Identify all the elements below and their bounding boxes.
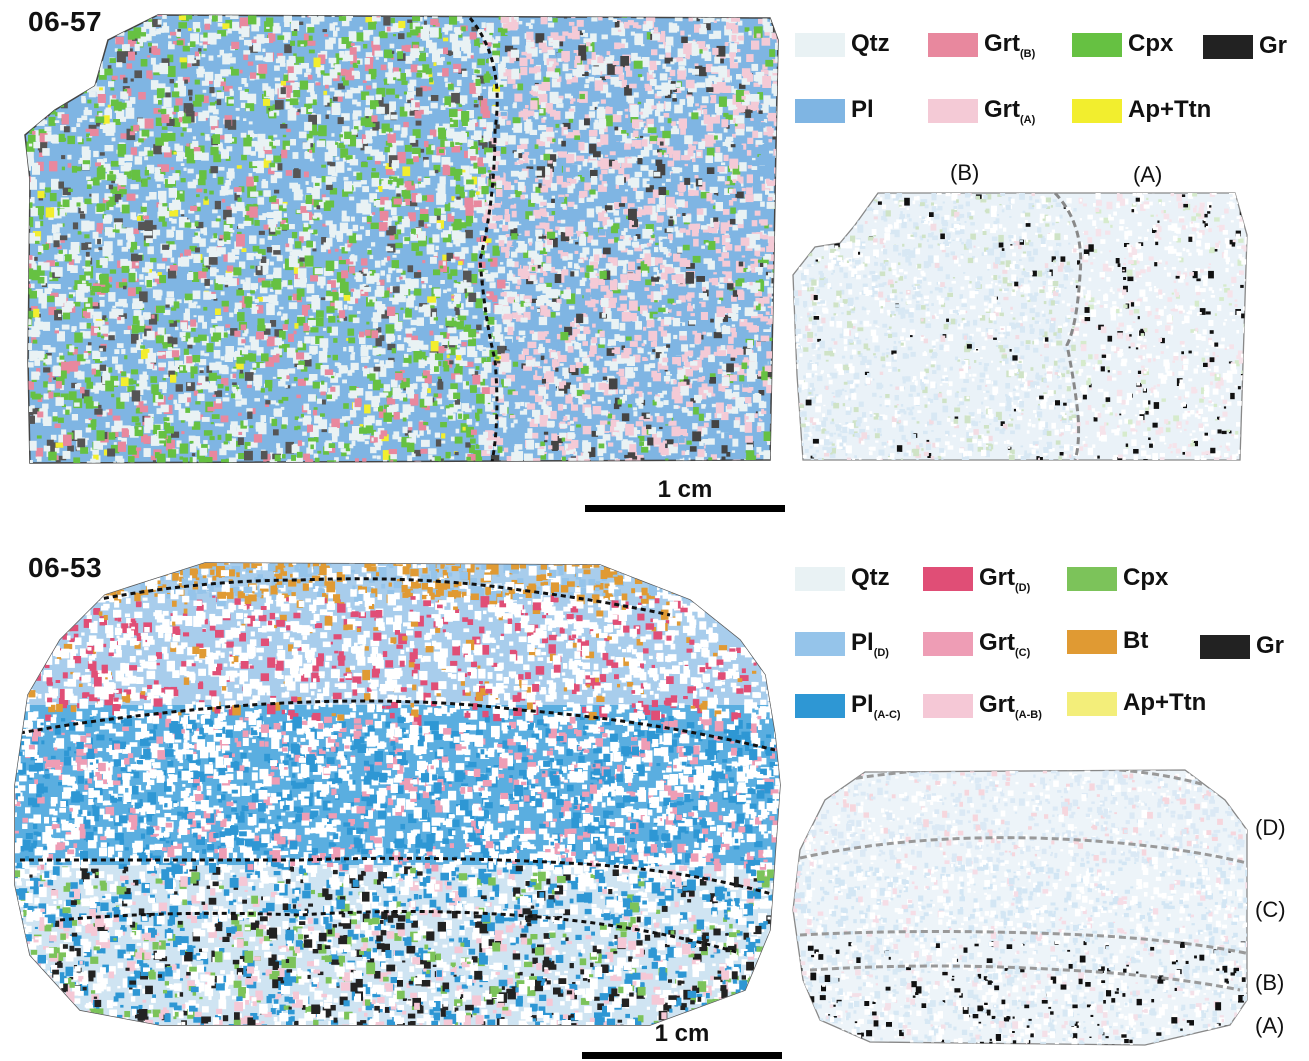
legend-label-bt: Bt: [1123, 627, 1148, 657]
legend-item-grt-d: Grt(D): [923, 564, 1030, 594]
legend-swatch-gr: [1203, 35, 1253, 59]
legend-item-cpx-2: Cpx: [1067, 564, 1168, 594]
legend-item-cpx: Cpx: [1072, 30, 1173, 60]
legend-swatch-pl: [795, 99, 845, 123]
legend-swatch-ap-ttn-2: [1067, 692, 1117, 716]
legend-swatch-ap-ttn: [1072, 99, 1122, 123]
legend-label-ap-ttn: Ap+Ttn: [1128, 96, 1211, 126]
legend-swatch-grt-b: [928, 33, 978, 57]
legend-item-bt: Bt: [1067, 627, 1148, 657]
legend-swatch-bt: [1067, 630, 1117, 654]
legend-swatch-grt-c: [923, 632, 973, 656]
legend-item-grt-c: Grt(C): [923, 629, 1030, 659]
phase-map-06-57: [24, 14, 779, 464]
legend-item-gr: Gr: [1203, 32, 1287, 62]
legend-label-grt-c: Grt(C): [979, 629, 1030, 659]
legend-swatch-grt-a: [928, 99, 978, 123]
legend-label-ap-ttn-2: Ap+Ttn: [1123, 689, 1206, 719]
legend-item-qtz: Qtz: [795, 30, 890, 60]
scale-label-06-53: 1 cm: [582, 1020, 782, 1048]
legend-item-grt-a-b: Grt(A-B): [923, 691, 1042, 721]
legend-swatch-qtz: [795, 33, 845, 57]
legend-label-grt-a-b: Grt(A-B): [979, 691, 1042, 721]
legend-label-pl-d: Pl(D): [851, 629, 889, 659]
legend-swatch-cpx-2: [1067, 567, 1117, 591]
phase-map-06-53: [14, 562, 781, 1026]
zone-label-b-06-57: (B): [950, 160, 979, 186]
zone-inset-06-53: [792, 769, 1248, 1046]
zone-label-a-06-53: (A): [1255, 1013, 1284, 1039]
legend-item-pl-a-c: Pl(A-C): [795, 691, 901, 721]
scale-bar-06-57: [585, 505, 785, 512]
legend-swatch-cpx: [1072, 33, 1122, 57]
legend-label-qtz: Qtz: [851, 30, 890, 60]
legend-swatch-grt-d: [923, 567, 973, 591]
zone-inset-06-57: [792, 192, 1248, 461]
legend-item-grt-a: Grt(A): [928, 96, 1035, 126]
legend-swatch-pl-a-c: [795, 694, 845, 718]
legend-item-pl-d: Pl(D): [795, 629, 889, 659]
legend-item-pl: Pl: [795, 96, 874, 126]
zone-label-b-06-53: (B): [1255, 970, 1284, 996]
legend-item-grt-b: Grt(B): [928, 30, 1035, 60]
zone-label-a-06-57: (A): [1133, 162, 1162, 188]
legend-item-ap-ttn: Ap+Ttn: [1072, 96, 1211, 126]
legend-swatch-gr-2: [1200, 635, 1250, 659]
legend-label-gr: Gr: [1259, 32, 1287, 62]
sample-label-06-53: 06-53: [28, 552, 102, 584]
legend-label-pl: Pl: [851, 96, 874, 126]
zone-label-d-06-53: (D): [1255, 815, 1286, 841]
legend-label-gr-2: Gr: [1256, 632, 1284, 662]
legend-swatch-qtz-2: [795, 567, 845, 591]
sample-label-06-57: 06-57: [28, 6, 102, 38]
legend-label-cpx: Cpx: [1128, 30, 1173, 60]
legend-label-grt-a: Grt(A): [984, 96, 1035, 126]
legend-item-qtz-2: Qtz: [795, 564, 890, 594]
legend-swatch-pl-d: [795, 632, 845, 656]
legend-label-qtz-2: Qtz: [851, 564, 890, 594]
legend-label-grt-b: Grt(B): [984, 30, 1035, 60]
scale-label-06-57: 1 cm: [585, 476, 785, 504]
legend-swatch-grt-a-b: [923, 694, 973, 718]
zone-label-c-06-53: (C): [1255, 897, 1286, 923]
legend-label-cpx-2: Cpx: [1123, 564, 1168, 594]
legend-item-gr-2: Gr: [1200, 632, 1284, 662]
legend-item-ap-ttn-2: Ap+Ttn: [1067, 689, 1206, 719]
legend-label-grt-d: Grt(D): [979, 564, 1030, 594]
scale-bar-06-53: [582, 1052, 782, 1059]
legend-label-pl-a-c: Pl(A-C): [851, 691, 901, 721]
